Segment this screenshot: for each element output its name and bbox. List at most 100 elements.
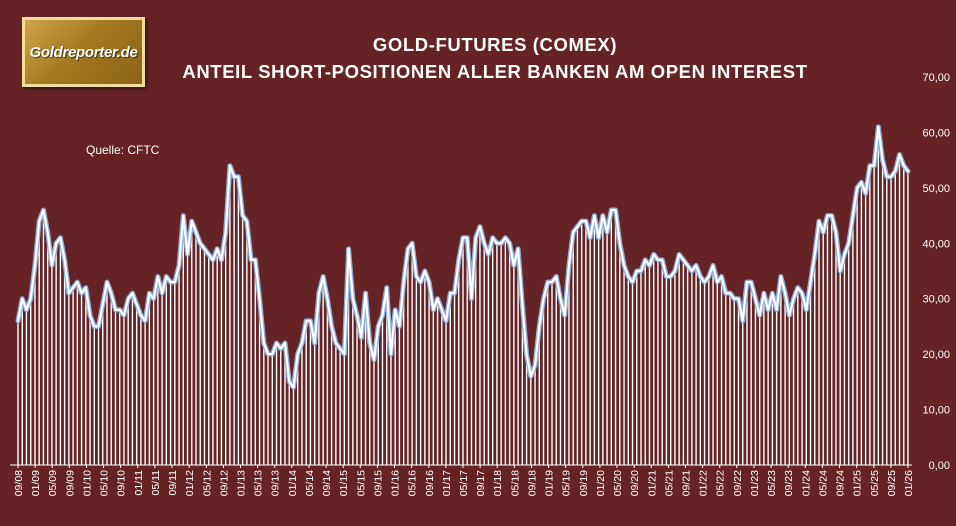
data-bar: [339, 348, 341, 465]
y-tick-label: 30,00: [922, 294, 950, 306]
data-bar: [597, 237, 600, 465]
data-bar: [873, 165, 875, 465]
x-tick-label: 01/18: [492, 470, 504, 496]
data-bar: [716, 282, 718, 465]
data-bar: [903, 165, 905, 465]
data-bar: [640, 271, 642, 465]
data-bar: [246, 221, 248, 465]
x-tick-label: 01/16: [390, 470, 402, 496]
data-bar: [788, 315, 791, 465]
data-bar: [106, 282, 108, 465]
x-axis: 09/08 01/09 05/09 09/09 01/10 05/10 09/10 01/11…: [13, 465, 915, 496]
data-bar: [585, 221, 587, 465]
data-bar: [191, 221, 193, 465]
data-bar: [30, 298, 32, 465]
data-bar: [72, 287, 74, 465]
data-bar: [250, 259, 252, 465]
x-tick-label: 05/22: [715, 470, 727, 496]
data-bar: [407, 248, 409, 465]
data-bar: [203, 248, 206, 465]
data-bar: [93, 326, 95, 465]
x-tick-label: 01/09: [30, 470, 42, 496]
x-tick-label: 01/15: [338, 470, 350, 496]
data-bar: [347, 248, 350, 465]
x-tick-label: 05/12: [201, 470, 213, 496]
data-bar: [547, 282, 549, 465]
data-bar: [580, 221, 583, 465]
data-bar: [275, 343, 278, 465]
data-bar: [352, 298, 354, 465]
data-bar: [614, 210, 617, 465]
data-bar: [220, 259, 223, 465]
data-bar: [758, 315, 761, 465]
lines-group: [10, 124, 912, 466]
data-bar: [301, 343, 303, 465]
x-tick-label: 01/12: [184, 470, 196, 496]
data-bar: [237, 176, 240, 465]
data-bar: [809, 282, 812, 465]
data-bar: [852, 215, 854, 465]
x-tick-label: 01/21: [646, 470, 658, 496]
x-tick-label: 09/15: [372, 470, 384, 496]
data-bar: [890, 176, 892, 465]
data-bar: [267, 354, 269, 465]
data-bar: [123, 315, 125, 465]
data-bar: [305, 320, 307, 465]
data-bar: [894, 171, 896, 466]
data-bar: [330, 326, 333, 465]
data-bar: [119, 309, 121, 465]
data-bar: [68, 293, 70, 465]
y-tick-label: 20,00: [922, 349, 950, 361]
series-line: [16, 125, 910, 389]
data-bar: [886, 176, 888, 465]
data-bar: [38, 221, 40, 465]
x-tick-label: 09/09: [64, 470, 76, 496]
data-bar: [572, 232, 574, 465]
data-bar: [627, 276, 629, 465]
x-tick-label: 01/24: [800, 470, 812, 496]
data-bar: [280, 348, 282, 465]
data-bar: [381, 315, 384, 465]
data-bar: [216, 248, 218, 465]
x-tick-label: 09/21: [681, 470, 693, 496]
data-bar: [521, 304, 524, 465]
x-tick-label: 01/25: [852, 470, 864, 496]
data-bar: [445, 320, 447, 465]
data-bar: [432, 309, 435, 465]
data-bar: [686, 265, 689, 465]
x-tick-label: 01/10: [82, 470, 94, 496]
data-bar: [241, 215, 244, 465]
data-bar: [157, 276, 159, 465]
goldreporter-logo[interactable]: Goldreporter.de: [22, 17, 145, 87]
data-bar: [195, 232, 197, 465]
data-bar: [699, 276, 702, 465]
x-tick-label: 05/24: [817, 470, 829, 496]
x-tick-label: 05/11: [150, 470, 162, 496]
data-bar: [148, 293, 151, 465]
data-bar: [224, 232, 227, 465]
data-bar: [297, 354, 299, 465]
data-bar: [199, 243, 201, 465]
data-bar: [517, 248, 519, 465]
data-bar: [186, 254, 189, 465]
data-bar: [356, 315, 358, 465]
x-tick-label: 09/14: [321, 470, 333, 496]
data-bar: [288, 381, 290, 465]
data-bar: [593, 215, 596, 465]
data-bar: [843, 254, 846, 465]
data-bar: [322, 276, 324, 465]
data-bar: [839, 271, 841, 465]
data-bar: [538, 326, 540, 465]
x-tick-label: 05/18: [509, 470, 521, 496]
data-bar: [428, 282, 430, 465]
x-tick-label: 01/17: [441, 470, 453, 496]
data-bar: [97, 326, 100, 465]
data-bar: [212, 259, 214, 465]
data-bar: [309, 320, 312, 465]
data-bar: [869, 165, 871, 465]
data-bar: [377, 326, 379, 465]
data-bar: [636, 271, 638, 465]
data-bar: [263, 343, 265, 465]
data-bar: [619, 243, 621, 465]
data-bar: [589, 237, 591, 465]
